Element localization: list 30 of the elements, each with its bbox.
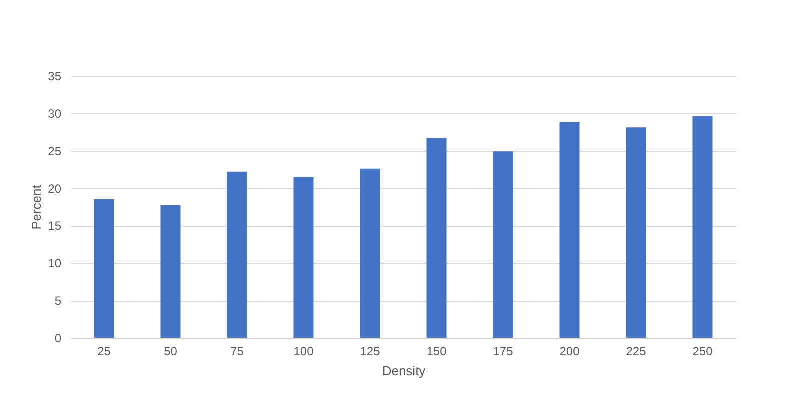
bar [360, 168, 380, 338]
y-tick-label: 30 [48, 106, 62, 121]
x-tick-label: 125 [360, 344, 381, 358]
x-tick-label: 50 [164, 344, 178, 358]
x-tick-label: 25 [98, 344, 112, 358]
x-tick-label: 250 [692, 344, 714, 358]
x-tick-label: 225 [626, 344, 647, 358]
y-tick-label: 35 [48, 70, 62, 84]
bar [426, 138, 447, 338]
x-tick-label: 75 [230, 344, 244, 358]
y-tick-label: 15 [48, 219, 62, 234]
y-axis-title: Percent [29, 184, 44, 230]
y-tick-label: 25 [48, 144, 62, 158]
bar [560, 122, 580, 338]
y-tick-label: 0 [54, 332, 62, 346]
x-tick-label: 100 [294, 344, 314, 358]
bar [94, 200, 114, 338]
y-tick-label: 20 [48, 182, 62, 196]
x-axis-title: Density [382, 364, 426, 378]
x-tick-label: 150 [426, 344, 448, 358]
bar [227, 172, 248, 338]
x-tick-label: 200 [560, 344, 580, 358]
y-tick-label: 5 [54, 294, 62, 308]
bar [692, 116, 713, 338]
bar [493, 152, 514, 338]
y-tick-label: 10 [48, 256, 62, 271]
bar [160, 206, 181, 338]
x-tick-label: 175 [493, 344, 514, 358]
bar [626, 128, 646, 338]
bar [294, 177, 314, 338]
